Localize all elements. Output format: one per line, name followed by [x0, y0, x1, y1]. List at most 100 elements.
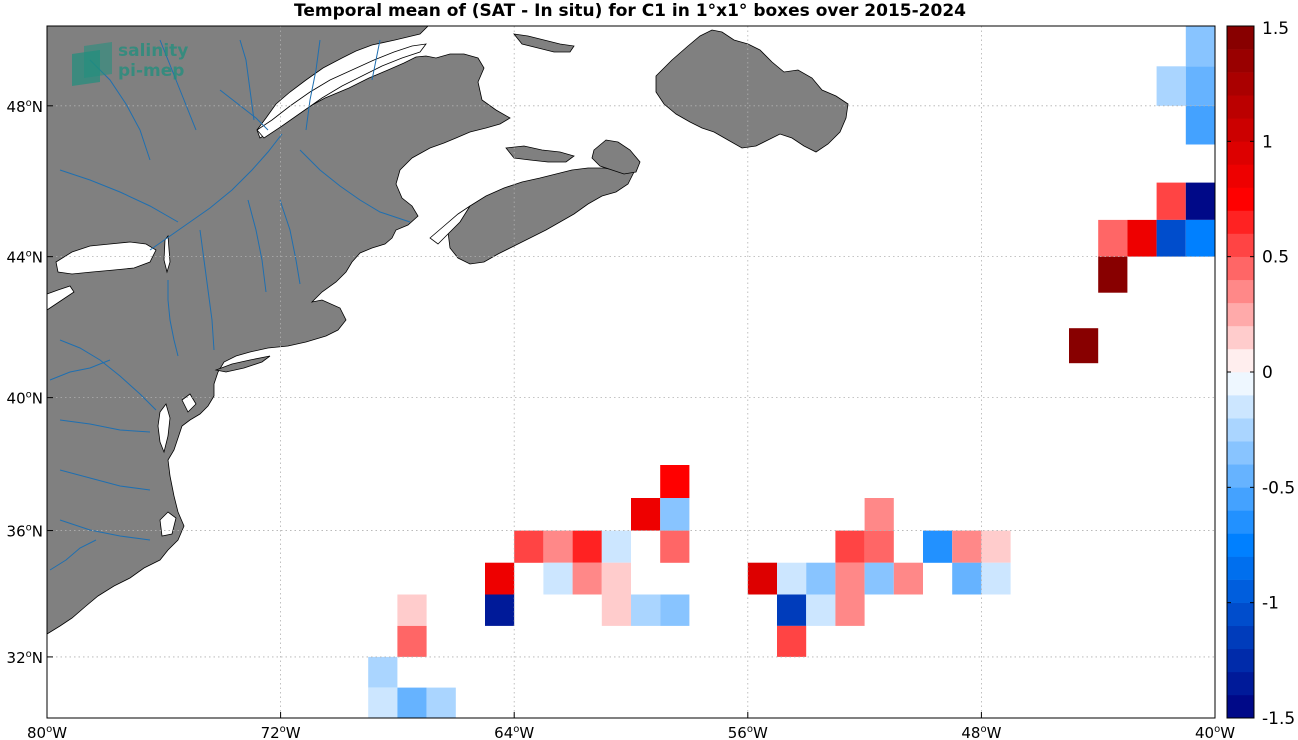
- colorbar-segment: [1227, 256, 1254, 281]
- ottawa-river: [59, 169, 179, 223]
- penobscot-river: [279, 199, 301, 285]
- heatmap-cell: [1185, 26, 1215, 67]
- lake-ontario: [55, 241, 157, 275]
- y-tick-label: 32oN: [7, 649, 43, 667]
- colorbar-segment: [1227, 556, 1254, 580]
- heatmap-cell: [1069, 328, 1099, 364]
- colorbar-segment: [1227, 118, 1254, 142]
- heatmap-cell: [835, 530, 865, 563]
- long-island: [214, 355, 271, 373]
- heatmap-cell: [952, 562, 982, 595]
- colorbar-segment: [1227, 579, 1254, 603]
- heatmap-cells: [368, 26, 1215, 718]
- bay-of-fundy: [429, 205, 471, 245]
- anticosti-island: [513, 33, 575, 53]
- heatmap-cell: [426, 687, 456, 718]
- colorbar-segment: [1227, 418, 1254, 442]
- saint-john-river: [299, 149, 411, 223]
- y-tick-label: 44oN: [7, 249, 43, 267]
- colorbar-segment: [1227, 348, 1254, 373]
- colorbar-segment: [1227, 602, 1254, 627]
- heatmap-cell: [777, 625, 807, 657]
- colorbar-segment: [1227, 372, 1254, 396]
- heatmap-cell: [806, 562, 836, 595]
- heatmap-cell: [952, 530, 982, 563]
- st-lawrence-estuary: [256, 43, 427, 139]
- delaware-bay: [181, 393, 197, 413]
- potomac-river: [59, 419, 151, 433]
- colorbar-tick-label: 0: [1262, 363, 1273, 383]
- colorbar-segment: [1227, 302, 1254, 327]
- prince-edward-island: [505, 145, 575, 163]
- heatmap-cell: [572, 562, 602, 595]
- colorbar-segment: [1227, 694, 1254, 719]
- heatmap-cell: [1156, 66, 1186, 106]
- heatmap-cell: [543, 530, 573, 563]
- heatmap-cell: [1185, 219, 1215, 257]
- x-tick-label: 64oW: [494, 724, 534, 740]
- colorbar-segment: [1227, 510, 1254, 534]
- map-border: [46, 25, 1216, 719]
- heatmap-cell: [1185, 105, 1215, 145]
- logo-text-salinity: salinity: [118, 41, 188, 61]
- heatmap-cell: [660, 465, 690, 498]
- heatmap-cell: [1127, 219, 1157, 257]
- heatmap-cell: [864, 530, 894, 563]
- colorbar-tick-label: 0.5: [1262, 248, 1289, 268]
- colorbar-tick-label: 1.5: [1262, 19, 1289, 39]
- heatmap-cell: [368, 656, 398, 688]
- western-river-2: [49, 539, 97, 571]
- newfoundland: [655, 29, 849, 153]
- heatmap-cell: [835, 562, 865, 595]
- heatmap-cell: [397, 625, 427, 657]
- kennebec-river: [247, 199, 267, 293]
- logo-mark-front: [72, 50, 100, 86]
- heatmap-cell: [601, 594, 631, 626]
- colorbar-tick-label: -1: [1262, 594, 1279, 614]
- colorbar-ticks: 1.5 1 0.5 0 -0.5 -1 -1.5: [1227, 19, 1295, 729]
- colorbar-tick-label: 1: [1262, 132, 1273, 152]
- northern-river-2: [159, 39, 197, 131]
- x-tick-label: 72oW: [261, 724, 301, 740]
- x-tick-label: 40oW: [1195, 724, 1235, 740]
- heatmap-cell: [747, 562, 777, 595]
- heatmap-cell: [1185, 182, 1215, 220]
- heatmap-cell: [514, 530, 544, 563]
- heatmap-cell: [660, 498, 690, 531]
- heatmap-cell: [601, 562, 631, 595]
- x-axis-ticks: 80oW 72oW 64oW 56oW 48oW 40oW: [27, 712, 1235, 740]
- colorbar-segment: [1227, 671, 1254, 696]
- james-river: [59, 469, 151, 491]
- heatmap-cell: [543, 562, 573, 595]
- heatmap-cell: [864, 562, 894, 595]
- heatmap-cell: [631, 594, 661, 626]
- western-river-1: [49, 359, 111, 381]
- cape-breton: [591, 139, 641, 175]
- heatmap-cell: [631, 498, 661, 531]
- map-title: Temporal mean of (SAT - In situ) for C1 …: [294, 1, 966, 21]
- northern-river-4: [371, 39, 381, 81]
- colorbar-segment: [1227, 164, 1254, 188]
- heatmap-cell: [981, 530, 1011, 563]
- x-tick-label: 56oW: [728, 724, 768, 740]
- colorbar-tick-label: -1.5: [1262, 709, 1295, 729]
- heatmap-cell: [864, 498, 894, 531]
- heatmap-cell: [981, 562, 1011, 595]
- heatmap-cell: [485, 594, 515, 626]
- gridlines: [47, 26, 1215, 718]
- susquehanna-river: [59, 339, 157, 411]
- land-group: [46, 25, 849, 635]
- colorbar-segment: [1227, 279, 1254, 304]
- heatmap-cell: [485, 562, 515, 595]
- x-tick-label: 48oW: [961, 724, 1001, 740]
- lakes-group: [46, 43, 471, 537]
- y-tick-label: 40oN: [7, 390, 43, 408]
- colorbar-segment: [1227, 210, 1254, 234]
- hudson-river: [167, 280, 179, 357]
- heatmap-cell: [397, 687, 427, 718]
- colorbar-segment: [1227, 95, 1254, 119]
- salinity-pi-mep-logo: salinity pi-mep: [72, 41, 188, 86]
- colorbar-segment: [1227, 395, 1254, 419]
- roanoke-river: [59, 519, 151, 541]
